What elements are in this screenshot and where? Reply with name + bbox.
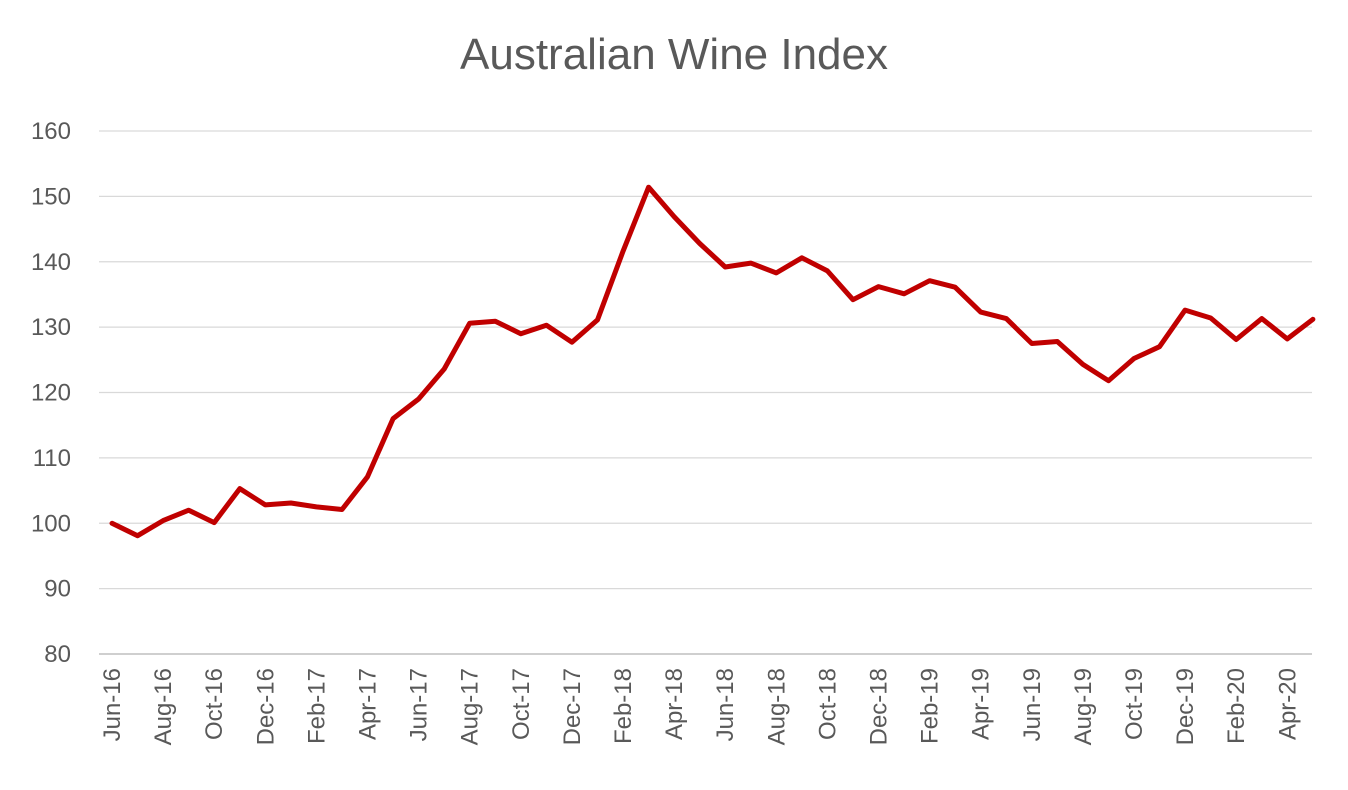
y-tick-label: 150 — [31, 183, 71, 210]
y-tick-label: 110 — [33, 445, 71, 472]
grid — [99, 130, 1312, 655]
x-tick-label: Apr-17 — [355, 668, 382, 740]
x-tick-label: Jun-17 — [406, 668, 433, 741]
series-line — [109, 184, 1316, 539]
x-tick-label: Oct-18 — [814, 668, 841, 740]
x-tick-label: Feb-17 — [303, 668, 330, 744]
x-tick-label: Dec-19 — [1172, 668, 1199, 745]
series-layer — [109, 184, 1316, 539]
x-tick-label: Apr-19 — [968, 668, 995, 740]
x-tick-label: Dec-16 — [252, 668, 279, 745]
x-tick-label: Jun-19 — [1019, 668, 1046, 741]
y-tick-label: 140 — [31, 249, 71, 276]
x-tick-label: Oct-16 — [201, 668, 228, 740]
chart-title: Australian Wine Index — [460, 30, 888, 79]
x-tick-label: Aug-18 — [763, 668, 790, 745]
y-tick-label: 120 — [31, 380, 71, 407]
y-tick-label: 100 — [31, 510, 71, 537]
x-tick-label: Apr-18 — [661, 668, 688, 740]
x-tick-label: Jun-16 — [99, 668, 126, 741]
x-tick-label: Feb-19 — [917, 668, 944, 744]
x-tick-label: Jun-18 — [712, 668, 739, 741]
x-tick-label: Dec-17 — [559, 668, 586, 745]
x-axis: Jun-16 Aug-16 Oct-16 Dec-16 Feb-17 Apr-17 Jun-… — [99, 668, 1301, 745]
y-tick-label: 80 — [44, 641, 71, 668]
x-tick-label: Aug-19 — [1070, 668, 1097, 745]
y-axis: 80 90 100 110 120 130 140 150 160 — [31, 118, 71, 668]
x-tick-label: Apr-20 — [1274, 668, 1301, 740]
x-tick-label: Feb-20 — [1223, 668, 1250, 744]
x-tick-label: Feb-18 — [610, 668, 637, 744]
x-tick-label: Dec-18 — [866, 668, 893, 745]
x-tick-label: Oct-19 — [1121, 668, 1148, 740]
y-tick-label: 160 — [31, 118, 71, 145]
x-tick-label: Aug-17 — [457, 668, 484, 745]
y-tick-label: 130 — [31, 314, 71, 341]
x-tick-label: Oct-17 — [508, 668, 535, 740]
y-tick-label: 90 — [44, 576, 71, 603]
x-tick-label: Aug-16 — [150, 668, 177, 745]
